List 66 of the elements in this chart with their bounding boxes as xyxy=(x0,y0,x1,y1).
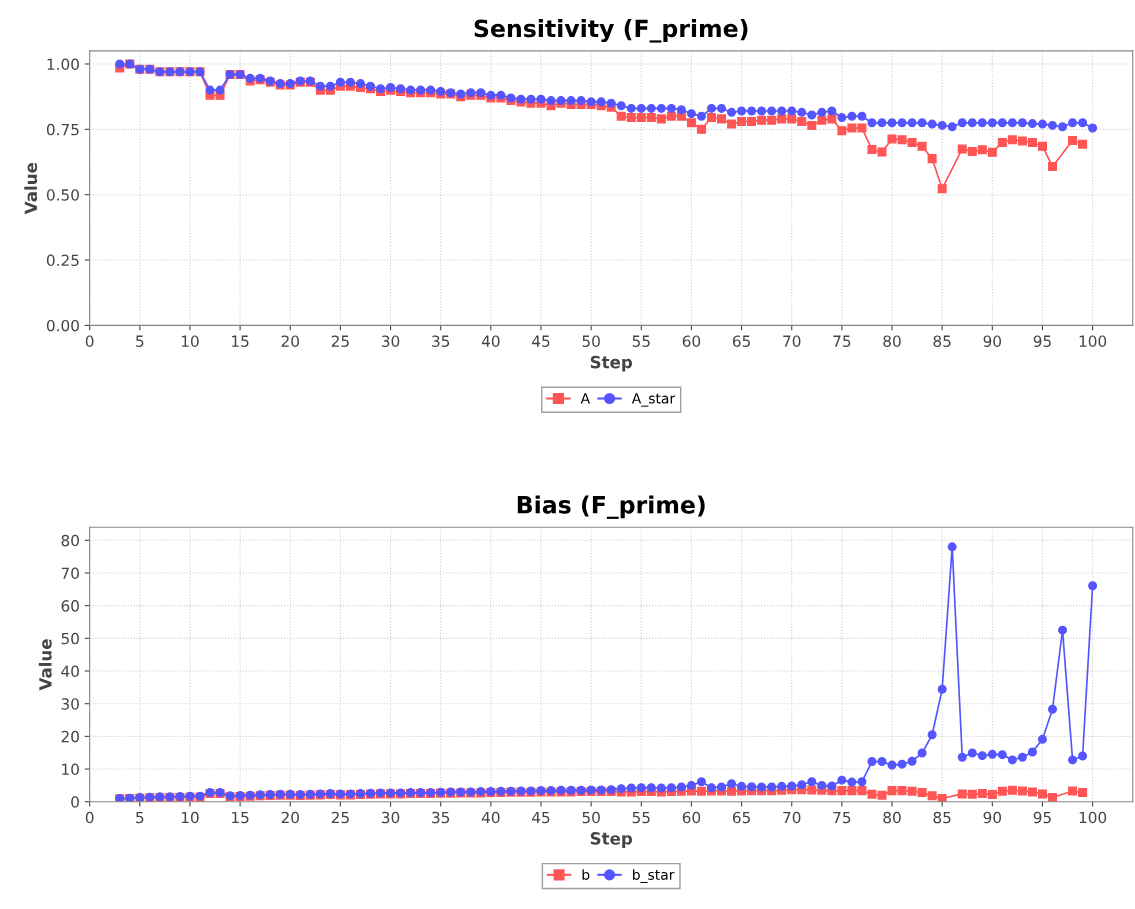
x-tick-label: 95 xyxy=(1033,335,1051,347)
x-tick-label: 90 xyxy=(983,811,1002,824)
y-tick-label: 0.00 xyxy=(46,319,79,332)
x-tick-label: 0 xyxy=(85,811,94,824)
x-tick-label: 25 xyxy=(331,811,349,824)
x-tick-label: 70 xyxy=(783,335,801,347)
y-tick-label: 0.50 xyxy=(46,189,79,201)
x-tick-label: 75 xyxy=(833,811,851,824)
x-tick-label: 75 xyxy=(833,335,851,347)
legend-label: b_star xyxy=(633,869,675,883)
legend-label: A_star xyxy=(631,393,676,407)
x-tick-label: 10 xyxy=(181,811,199,824)
chart-title: Bias (F_prime) xyxy=(517,495,705,519)
x-tick-label: 90 xyxy=(983,335,1002,347)
y-axis-title: Value xyxy=(38,639,52,691)
x-tick-label: 100 xyxy=(1079,811,1107,824)
y-tick-label: 70 xyxy=(61,567,79,579)
y-axis-title: Value xyxy=(24,162,38,215)
x-tick-label: 35 xyxy=(432,811,450,824)
x-tick-label: 50 xyxy=(582,335,600,347)
x-tick-label: 65 xyxy=(732,335,750,347)
y-tick-label: 40 xyxy=(61,665,79,678)
x-tick-label: 5 xyxy=(136,335,144,347)
x-tick-label: 30 xyxy=(381,811,400,824)
x-tick-label: 55 xyxy=(632,335,650,347)
x-tick-label: 85 xyxy=(933,335,951,347)
x-tick-label: 80 xyxy=(883,811,901,824)
x-tick-label: 60 xyxy=(682,811,701,824)
x-tick-label: 40 xyxy=(481,811,500,824)
y-tick-label: 60 xyxy=(61,600,79,612)
x-tick-label: 20 xyxy=(281,335,299,347)
legend-label: A xyxy=(580,393,590,404)
x-tick-label: 0 xyxy=(85,335,94,347)
y-tick-label: 1.00 xyxy=(47,58,79,70)
x-tick-label: 20 xyxy=(281,811,299,824)
y-tick-label: 80 xyxy=(61,534,79,547)
x-axis-title: Step xyxy=(590,832,633,848)
y-tick-label: 50 xyxy=(61,632,79,645)
y-tick-label: 0.25 xyxy=(46,254,79,267)
x-tick-label: 100 xyxy=(1079,335,1107,347)
x-tick-label: 55 xyxy=(632,811,650,824)
x-tick-label: 85 xyxy=(933,811,951,824)
y-tick-label: 30 xyxy=(61,698,79,710)
x-tick-label: 10 xyxy=(181,335,199,347)
x-tick-label: 15 xyxy=(232,335,249,347)
legend-label: b xyxy=(582,869,590,880)
x-tick-label: 30 xyxy=(381,335,400,347)
x-tick-label: 35 xyxy=(432,335,450,347)
x-tick-label: 65 xyxy=(732,811,750,824)
x-tick-label: 40 xyxy=(481,335,500,347)
x-axis-title: Step xyxy=(590,355,633,372)
chart-title: Sensitivity (F_prime) xyxy=(474,19,748,43)
x-tick-label: 5 xyxy=(136,811,144,824)
y-tick-label: 20 xyxy=(61,730,79,743)
y-tick-label: 0.75 xyxy=(46,123,79,136)
x-tick-label: 60 xyxy=(682,335,701,347)
x-tick-label: 80 xyxy=(883,335,901,347)
x-tick-label: 45 xyxy=(532,811,550,824)
y-tick-label: 0 xyxy=(71,796,79,808)
y-tick-label: 10 xyxy=(62,763,79,776)
x-tick-label: 95 xyxy=(1033,811,1051,824)
x-tick-label: 25 xyxy=(331,335,349,347)
x-tick-label: 50 xyxy=(582,811,600,824)
x-tick-label: 45 xyxy=(532,335,550,347)
x-tick-label: 70 xyxy=(783,811,801,824)
x-tick-label: 15 xyxy=(232,811,249,824)
